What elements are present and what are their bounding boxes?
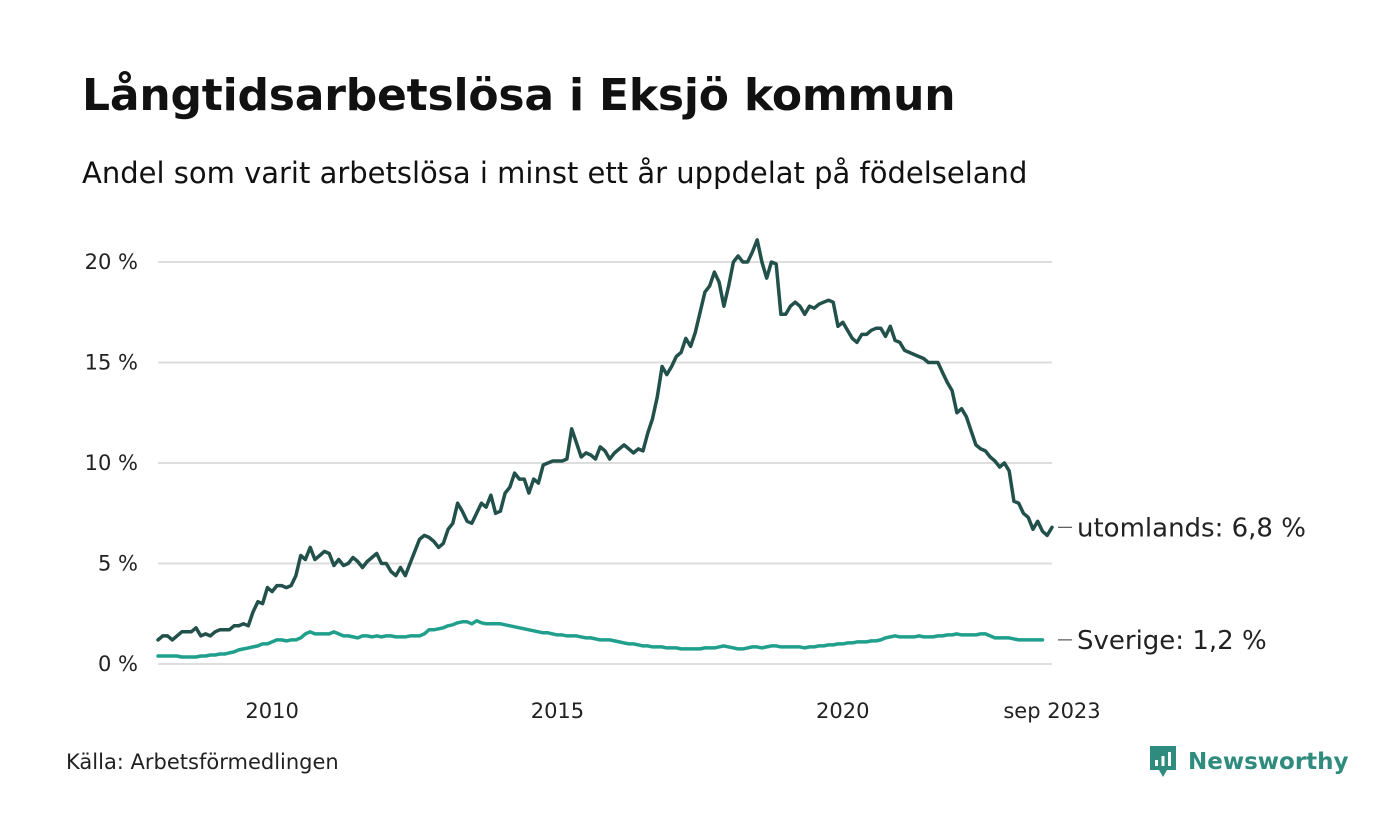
brand-name: Newsworthy [1188, 749, 1349, 775]
source-note: Källa: Arbetsförmedlingen [66, 750, 339, 774]
x-axis-ticks: 2010 2015 2020 sep 2023 [245, 699, 1100, 723]
y-tick-label-3: 15 % [85, 351, 138, 375]
y-axis-ticks: 0 % 5 % 10 % 15 % 20 % [85, 250, 138, 676]
series-label-utomlands: utomlands: 6,8 % [1077, 513, 1306, 543]
x-tick-label-0: 2010 [245, 699, 298, 723]
x-tick-label-1: 2015 [531, 699, 584, 723]
x-tick-label-2: 2020 [816, 699, 869, 723]
chart-subtitle: Andel som varit arbetslösa i minst ett å… [82, 156, 1028, 190]
gridlines [158, 261, 1052, 665]
y-tick-label-0: 0 % [98, 652, 138, 676]
series-lines [156, 238, 1054, 659]
line-chart: 0 %5 %10 %15 %20 % 2010 2015 2020 sep 2023 … [85, 238, 1306, 723]
series-labels: utomlands: 6,8 % Sverige: 1,2 % [1058, 513, 1306, 656]
y-tick-label-4: 20 % [85, 250, 138, 274]
series-line-sverige [156, 619, 1045, 659]
newsworthy-logo-icon [1150, 746, 1176, 777]
y-tick-label-2: 10 % [85, 451, 138, 475]
chart-title: Långtidsarbetslösa i Eksjö kommun [82, 70, 956, 121]
series-label-sverige: Sverige: 1,2 % [1077, 626, 1267, 656]
y-tick-label-1: 5 % [98, 552, 138, 576]
x-tick-label-3: sep 2023 [1003, 699, 1100, 723]
series-line-utomlands [156, 238, 1054, 642]
brand-logo: Newsworthy [1148, 742, 1349, 782]
